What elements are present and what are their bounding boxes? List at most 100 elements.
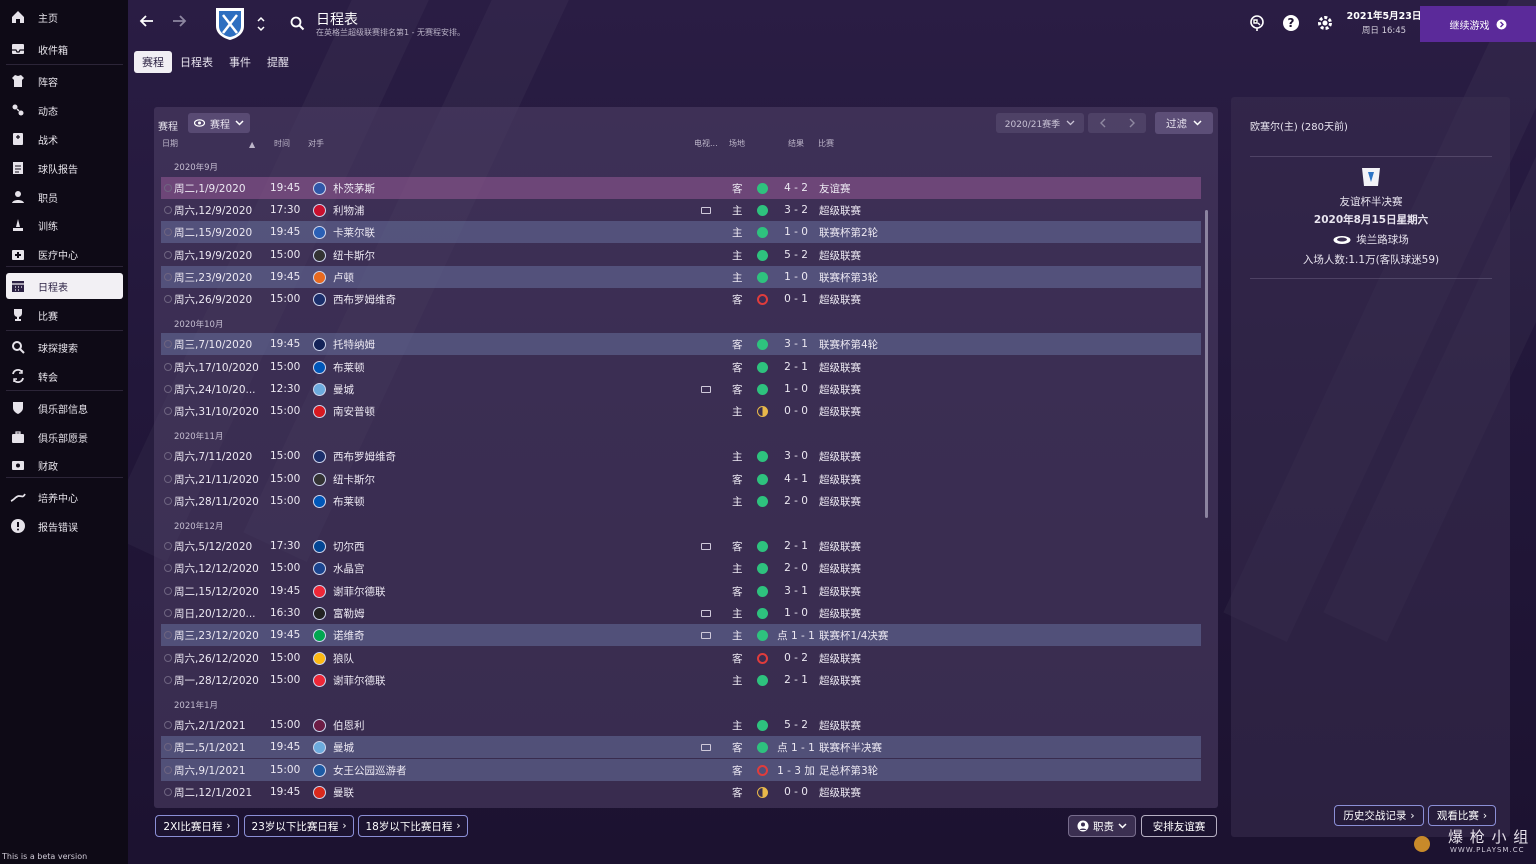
col-date[interactable]: 日期 bbox=[162, 139, 178, 148]
fixture-competition[interactable]: 联赛杯第3轮 bbox=[819, 271, 879, 284]
fixture-row[interactable]: 周六,9/1/2021 15:00 女王公园巡游者 客 1 - 3 加足总杯第3轮 bbox=[161, 759, 1201, 781]
u23-fixtures-button[interactable]: 23岁以下比赛日程 › bbox=[244, 815, 354, 837]
fixture-opponent[interactable]: 狼队 bbox=[333, 652, 354, 665]
sidebar-item-tactics[interactable]: 战术 bbox=[6, 126, 123, 152]
fixture-row[interactable]: 周六,12/12/2020 15:00 水晶宫 主 2 - 0 超级联赛 bbox=[161, 557, 1201, 579]
fixture-competition[interactable]: 超级联赛 bbox=[819, 540, 861, 553]
fixture-row[interactable]: 周二,1/9/2020 19:45 朴茨茅斯 客 4 - 2 友谊赛 bbox=[161, 177, 1201, 199]
row-checkbox[interactable] bbox=[164, 385, 172, 393]
tab-1[interactable]: 日程表 bbox=[180, 56, 213, 69]
sidebar-item-home[interactable]: 主页 bbox=[6, 4, 123, 30]
row-checkbox[interactable] bbox=[164, 743, 172, 751]
row-checkbox[interactable] bbox=[164, 721, 172, 729]
row-checkbox[interactable] bbox=[164, 452, 172, 460]
fixture-opponent[interactable]: 卡莱尔联 bbox=[333, 226, 375, 239]
fixture-opponent[interactable]: 曼城 bbox=[333, 383, 354, 396]
fixture-opponent[interactable]: 水晶宫 bbox=[333, 562, 365, 575]
fixture-opponent[interactable]: 女王公园巡游者 bbox=[333, 764, 407, 777]
fixture-row[interactable]: 周二,15/9/2020 19:45 卡莱尔联 主 1 - 0 联赛杯第2轮 bbox=[161, 221, 1201, 243]
sidebar-item-finance[interactable]: 财政 bbox=[6, 452, 123, 478]
sidebar-item-report[interactable]: 球队报告 bbox=[6, 155, 123, 181]
fixture-row[interactable]: 周六,19/9/2020 15:00 纽卡斯尔 主 5 - 2 超级联赛 bbox=[161, 244, 1201, 266]
row-checkbox[interactable] bbox=[164, 654, 172, 662]
fixture-competition[interactable]: 超级联赛 bbox=[819, 786, 861, 799]
sidebar-item-development[interactable]: 培养中心 bbox=[6, 484, 123, 510]
fixture-opponent[interactable]: 富勒姆 bbox=[333, 607, 365, 620]
season-dropdown[interactable]: 2020/21赛季 bbox=[996, 113, 1084, 133]
filter-dropdown[interactable]: 过滤 bbox=[1155, 112, 1213, 134]
fixture-competition[interactable]: 足总杯第3轮 bbox=[819, 764, 879, 777]
fixture-row[interactable]: 周三,23/9/2020 19:45 卢顿 主 1 - 0 联赛杯第3轮 bbox=[161, 266, 1201, 288]
fixture-row[interactable]: 周二,5/1/2021 19:45 曼城 客 点 1 - 1 联赛杯半决赛 bbox=[161, 736, 1201, 758]
fixture-competition[interactable]: 超级联赛 bbox=[819, 473, 861, 486]
fixture-row[interactable]: 周六,2/1/2021 15:00 伯恩利 主 5 - 2 超级联赛 bbox=[161, 714, 1201, 736]
fixture-row[interactable]: 周六,26/9/2020 15:00 西布罗姆维奇 客 0 - 1 超级联赛 bbox=[161, 288, 1201, 310]
search-icon[interactable] bbox=[290, 16, 305, 34]
responsibility-dropdown[interactable]: 职责 bbox=[1068, 815, 1136, 837]
fixture-row[interactable]: 周六,17/10/2020 15:00 布莱顿 客 2 - 1 超级联赛 bbox=[161, 356, 1201, 378]
fixture-row[interactable]: 周六,7/11/2020 15:00 西布罗姆维奇 主 3 - 0 超级联赛 bbox=[161, 445, 1201, 467]
fixture-row[interactable]: 周六,28/11/2020 15:00 布莱顿 主 2 - 0 超级联赛 bbox=[161, 490, 1201, 512]
fixture-row[interactable]: 周六,26/12/2020 15:00 狼队 客 0 - 2 超级联赛 bbox=[161, 647, 1201, 669]
row-checkbox[interactable] bbox=[164, 587, 172, 595]
fixture-row[interactable]: 周二,12/1/2021 19:45 曼联 客 0 - 0 超级联赛 bbox=[161, 781, 1201, 803]
sidebar-item-inbox[interactable]: 收件箱 bbox=[6, 36, 123, 62]
fixture-row[interactable]: 周六,21/11/2020 15:00 纽卡斯尔 客 4 - 1 超级联赛 bbox=[161, 468, 1201, 490]
fixture-opponent[interactable]: 朴茨茅斯 bbox=[333, 182, 375, 195]
prev-season-icon[interactable] bbox=[1099, 118, 1107, 128]
sidebar-item-trophy[interactable]: 比赛 bbox=[6, 302, 123, 328]
fixture-opponent[interactable]: 西布罗姆维奇 bbox=[333, 293, 396, 306]
row-checkbox[interactable] bbox=[164, 363, 172, 371]
row-checkbox[interactable] bbox=[164, 184, 172, 192]
fixture-competition[interactable]: 超级联赛 bbox=[819, 719, 861, 732]
sidebar-item-medical[interactable]: 医疗中心 bbox=[6, 241, 123, 267]
fixture-opponent[interactable]: 曼城 bbox=[333, 741, 354, 754]
sidebar-item-shield[interactable]: 俱乐部信息 bbox=[6, 395, 123, 421]
continue-button[interactable]: 继续游戏 bbox=[1420, 6, 1536, 42]
col-tv[interactable]: 电视... bbox=[694, 139, 718, 148]
row-checkbox[interactable] bbox=[164, 273, 172, 281]
tab-3[interactable]: 提醒 bbox=[267, 56, 289, 69]
club-crest[interactable] bbox=[214, 6, 246, 42]
fixture-competition[interactable]: 超级联赛 bbox=[819, 293, 861, 306]
fixture-competition[interactable]: 超级联赛 bbox=[819, 405, 861, 418]
row-checkbox[interactable] bbox=[164, 564, 172, 572]
fixture-opponent[interactable]: 纽卡斯尔 bbox=[333, 473, 375, 486]
fixture-competition[interactable]: 超级联赛 bbox=[819, 450, 861, 463]
fixture-row[interactable]: 周六,5/12/2020 17:30 切尔西 客 2 - 1 超级联赛 bbox=[161, 535, 1201, 557]
back-button[interactable] bbox=[138, 12, 156, 33]
u18-fixtures-button[interactable]: 18岁以下比赛日程 › bbox=[358, 815, 468, 837]
fixture-row[interactable]: 周三,23/12/2020 19:45 诺维奇 主 点 1 - 1 联赛杯1/4决赛 bbox=[161, 624, 1201, 646]
row-checkbox[interactable] bbox=[164, 295, 172, 303]
world-icon[interactable] bbox=[1248, 14, 1266, 35]
sidebar-item-search[interactable]: 球探搜索 bbox=[6, 334, 123, 360]
fixture-competition[interactable]: 超级联赛 bbox=[819, 607, 861, 620]
fixture-row[interactable]: 周六,12/9/2020 17:30 利物浦 主 3 - 2 超级联赛 bbox=[161, 199, 1201, 221]
next-season-icon[interactable] bbox=[1128, 118, 1136, 128]
fixture-opponent[interactable]: 切尔西 bbox=[333, 540, 365, 553]
fixture-competition[interactable]: 联赛杯半决赛 bbox=[819, 741, 882, 754]
col-time[interactable]: 时间 bbox=[274, 139, 290, 148]
help-icon[interactable]: ? bbox=[1282, 14, 1300, 35]
watch-match-button[interactable]: 观看比赛 › bbox=[1428, 805, 1496, 826]
fixture-competition[interactable]: 超级联赛 bbox=[819, 495, 861, 508]
row-checkbox[interactable] bbox=[164, 407, 172, 415]
view-dropdown[interactable]: 赛程 bbox=[188, 113, 250, 133]
fixture-competition[interactable]: 超级联赛 bbox=[819, 585, 861, 598]
row-checkbox[interactable] bbox=[164, 676, 172, 684]
row-checkbox[interactable] bbox=[164, 475, 172, 483]
fixture-opponent[interactable]: 伯恩利 bbox=[333, 719, 365, 732]
fixture-opponent[interactable]: 诺维奇 bbox=[333, 629, 365, 642]
sidebar-item-training[interactable]: 训练 bbox=[6, 212, 123, 238]
fixture-competition[interactable]: 友谊赛 bbox=[819, 182, 851, 195]
tab-0[interactable]: 赛程 bbox=[134, 51, 172, 73]
head-to-head-button[interactable]: 历史交战记录 › bbox=[1334, 805, 1424, 826]
fixture-opponent[interactable]: 谢菲尔德联 bbox=[333, 674, 386, 687]
row-checkbox[interactable] bbox=[164, 206, 172, 214]
tab-2[interactable]: 事件 bbox=[229, 56, 251, 69]
fixture-competition[interactable]: 超级联赛 bbox=[819, 674, 861, 687]
arrange-friendly-button[interactable]: 安排友谊赛 bbox=[1141, 815, 1217, 837]
fixture-competition[interactable]: 超级联赛 bbox=[819, 652, 861, 665]
col-result[interactable]: 结果 bbox=[788, 139, 804, 148]
fixture-opponent[interactable]: 卢顿 bbox=[333, 271, 354, 284]
